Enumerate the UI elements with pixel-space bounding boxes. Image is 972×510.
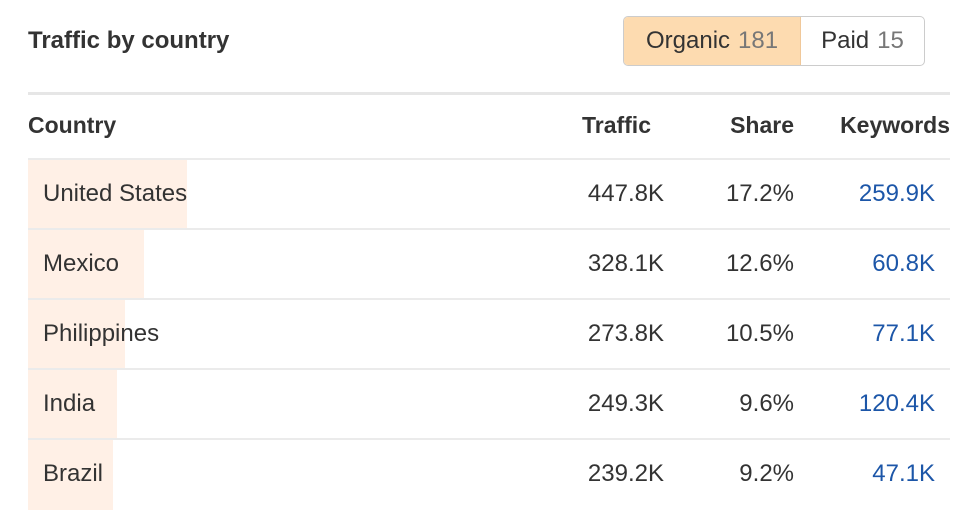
traffic-value: 447.8K — [587, 180, 664, 207]
divider — [28, 92, 950, 95]
traffic-value: 273.8K — [587, 320, 664, 347]
share-bar — [28, 370, 117, 440]
table-row: Mexico 328.1K 12.6% 60.8K — [28, 228, 950, 300]
share-value: 12.6% — [725, 250, 794, 277]
table-row: Brazil 239.2K 9.2% 47.1K — [28, 438, 950, 510]
share-value: 9.6% — [739, 390, 794, 417]
keywords-link[interactable]: 77.1K — [872, 320, 935, 347]
organic-count: 181 — [738, 27, 779, 54]
organic-paid-toggle: Organic 181 Paid 15 — [623, 16, 925, 66]
country-name: Mexico — [43, 250, 120, 277]
country-name: Philippines — [43, 320, 160, 347]
share-value: 17.2% — [725, 180, 794, 207]
share-bar — [28, 160, 187, 230]
country-name: India — [43, 390, 96, 417]
traffic-value: 328.1K — [587, 250, 664, 277]
table-row: United States 447.8K 17.2% 259.9K — [28, 158, 950, 230]
country-name: Brazil — [43, 460, 104, 487]
keywords-link[interactable]: 47.1K — [872, 460, 935, 487]
share-value: 10.5% — [725, 320, 794, 347]
header-country[interactable]: Country — [28, 112, 117, 138]
paid-label: Paid — [821, 27, 870, 54]
keywords-link[interactable]: 259.9K — [858, 180, 935, 207]
header-share[interactable]: Share — [730, 112, 794, 138]
organic-tab[interactable]: Organic 181 — [624, 17, 802, 65]
share-bar — [28, 300, 125, 370]
country-name: United States — [43, 180, 188, 207]
header-traffic[interactable]: Traffic — [581, 112, 651, 138]
keywords-link[interactable]: 120.4K — [858, 390, 935, 417]
paid-count: 15 — [877, 27, 904, 54]
widget-title: Traffic by country — [28, 27, 230, 54]
traffic-value: 239.2K — [587, 460, 664, 487]
share-bar — [28, 230, 145, 300]
header-keywords[interactable]: Keywords — [840, 112, 950, 138]
paid-tab[interactable]: Paid 15 — [801, 17, 924, 65]
organic-label: Organic — [646, 27, 731, 54]
table-row: Philippines 273.8K 10.5% 77.1K — [28, 298, 950, 370]
traffic-value: 249.3K — [587, 390, 664, 417]
share-bar — [28, 440, 113, 510]
share-value: 9.2% — [739, 460, 794, 487]
table-row: India 249.3K 9.6% 120.4K — [28, 368, 950, 440]
table-header: Country Traffic Share Keywords — [28, 112, 950, 142]
keywords-link[interactable]: 60.8K — [872, 250, 935, 277]
